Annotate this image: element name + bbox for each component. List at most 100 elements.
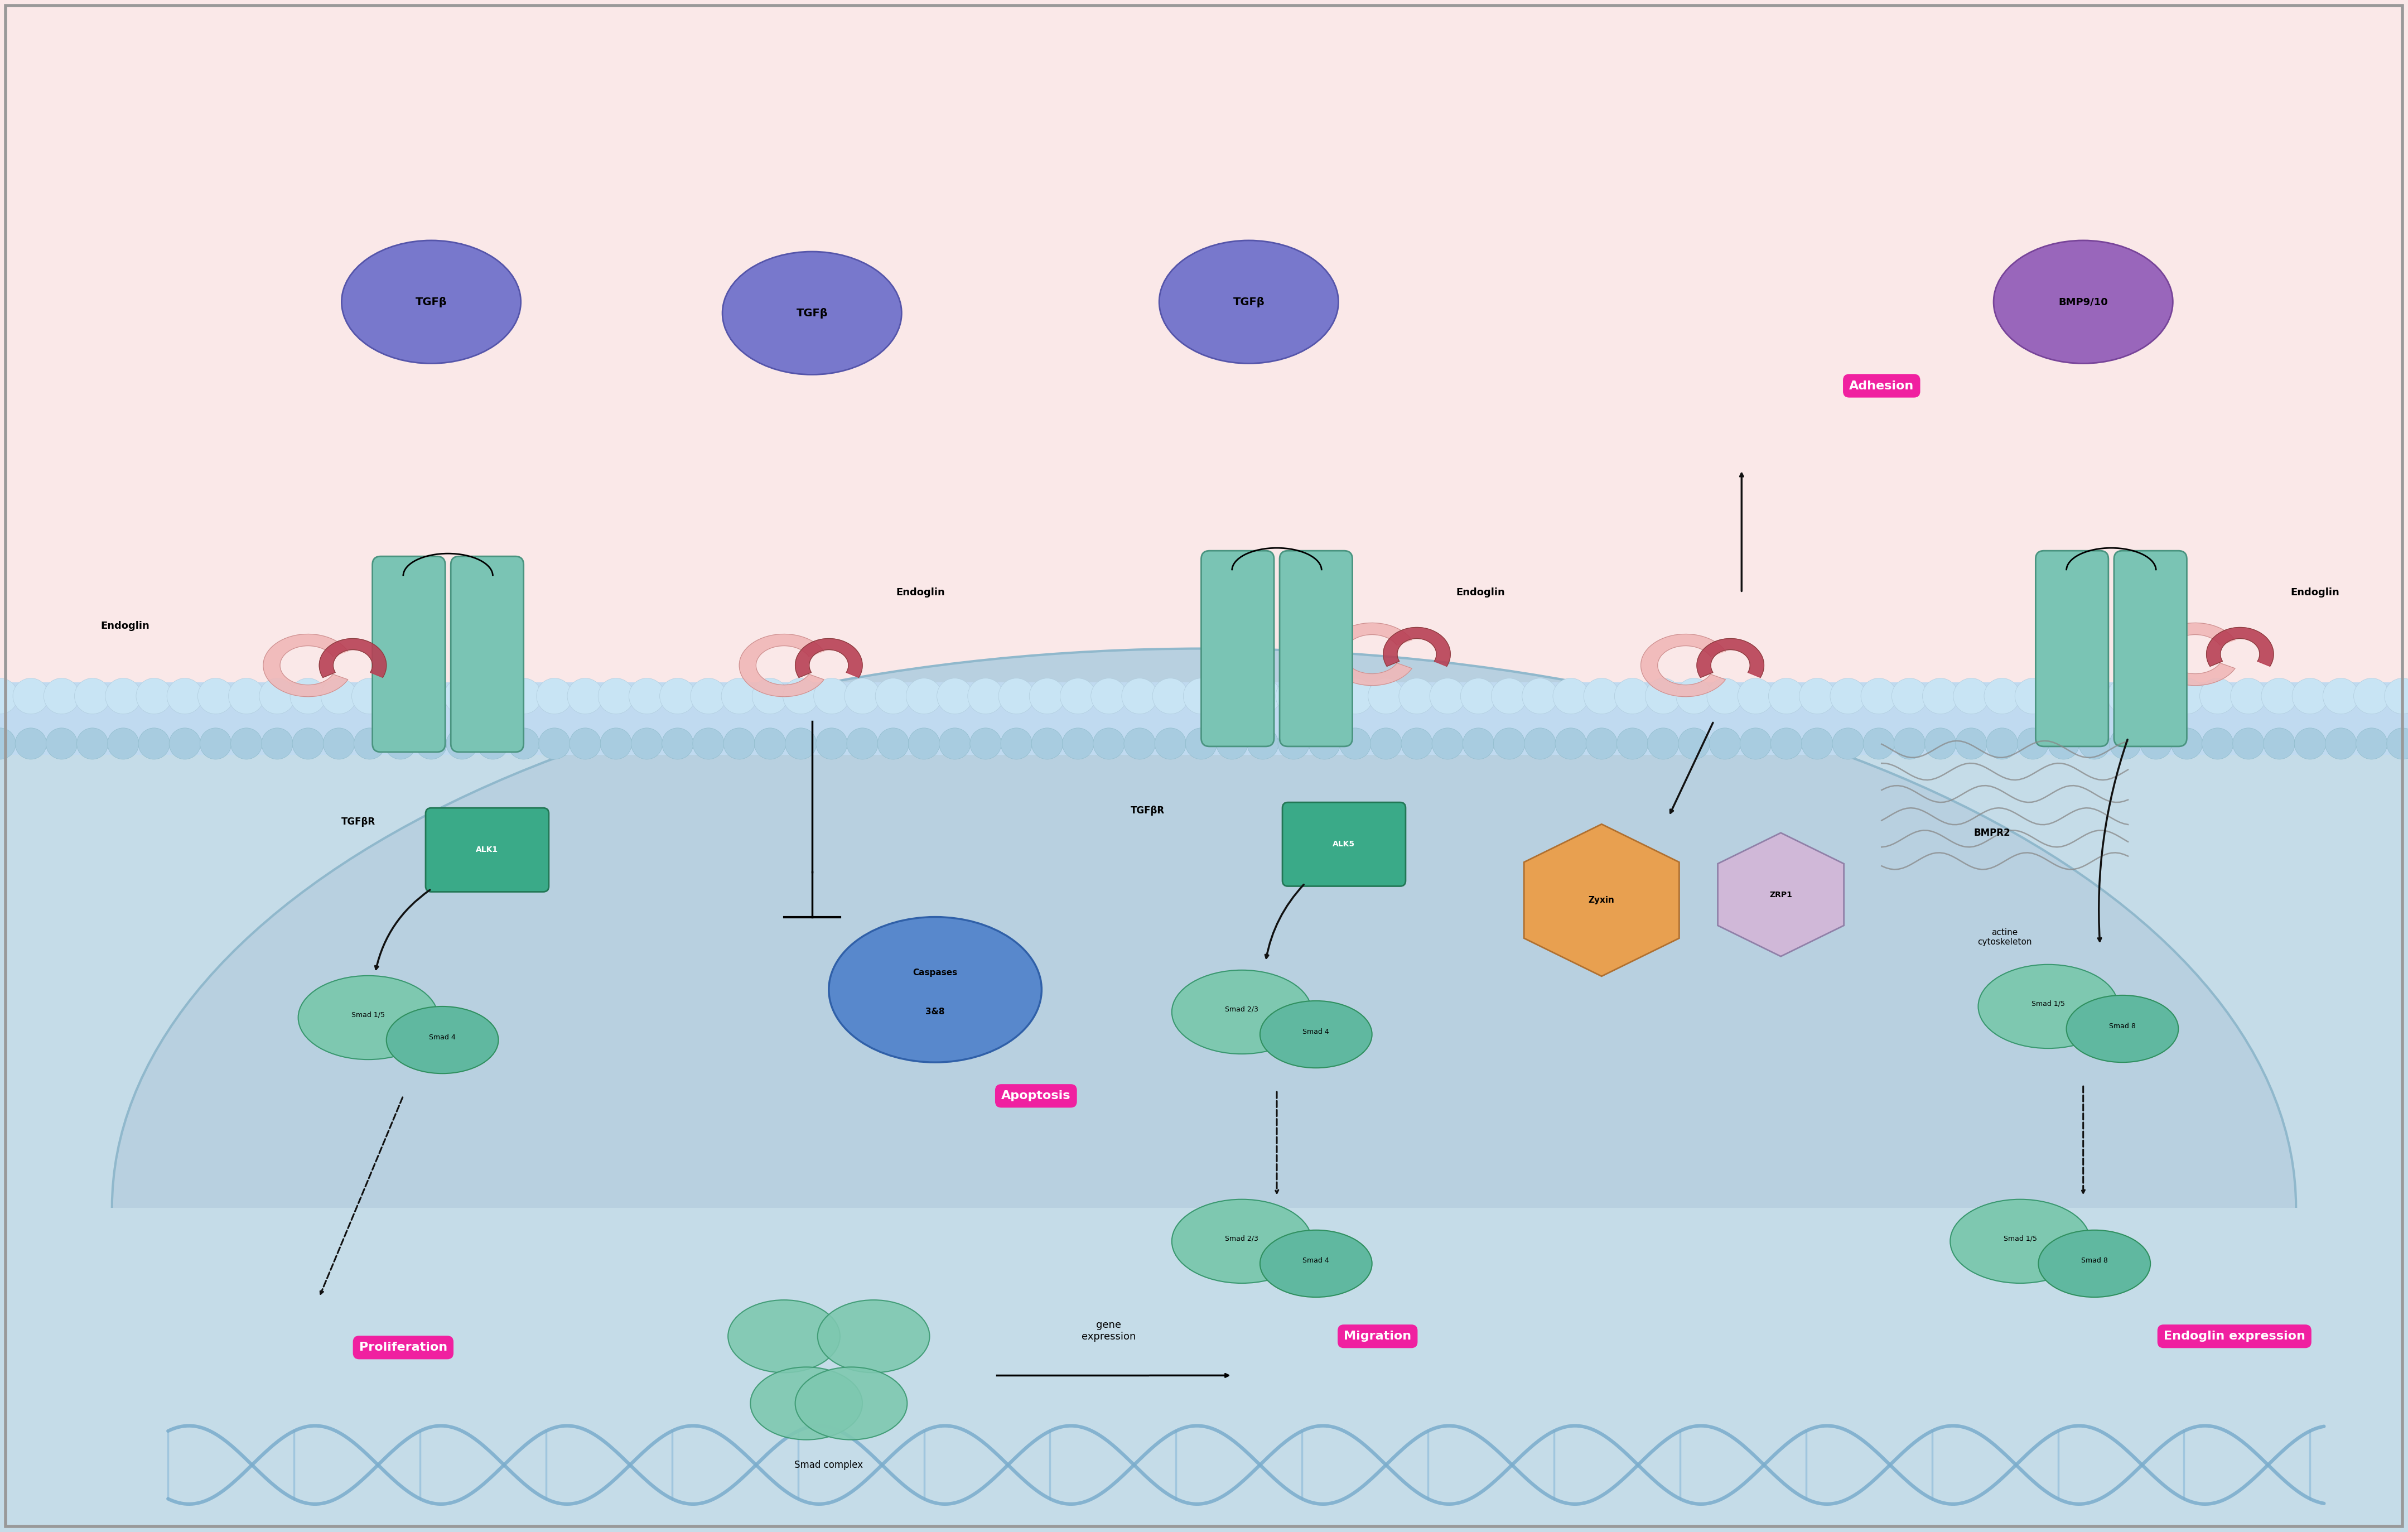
Circle shape (108, 728, 140, 760)
Circle shape (2170, 679, 2206, 714)
Circle shape (1741, 728, 1772, 760)
Polygon shape (0, 0, 2408, 722)
Circle shape (137, 679, 171, 714)
Polygon shape (1382, 627, 1450, 666)
Circle shape (908, 728, 939, 760)
Polygon shape (0, 1207, 2408, 1532)
Text: TGFβR: TGFβR (342, 817, 376, 827)
Circle shape (417, 728, 448, 760)
Circle shape (0, 679, 17, 714)
Circle shape (2076, 679, 2112, 714)
Text: Caspases: Caspases (913, 968, 958, 977)
Circle shape (477, 728, 508, 760)
Circle shape (2201, 728, 2232, 760)
Circle shape (414, 679, 450, 714)
Circle shape (939, 728, 970, 760)
Text: Endoglin: Endoglin (1457, 588, 1505, 597)
Circle shape (1953, 679, 1989, 714)
Circle shape (1613, 679, 1649, 714)
Ellipse shape (1259, 1000, 1373, 1068)
Text: Migration: Migration (1344, 1331, 1411, 1342)
Circle shape (1093, 728, 1125, 760)
Text: BMP9/10: BMP9/10 (2059, 297, 2107, 306)
Polygon shape (739, 634, 824, 697)
Ellipse shape (1173, 970, 1312, 1054)
Text: Smad 8: Smad 8 (2081, 1258, 2107, 1264)
Circle shape (571, 728, 602, 760)
Circle shape (1987, 728, 2018, 760)
Ellipse shape (2066, 996, 2179, 1062)
Circle shape (2232, 728, 2264, 760)
Text: gene
expression: gene expression (1081, 1321, 1137, 1342)
Text: Proliferation: Proliferation (359, 1342, 448, 1353)
Ellipse shape (342, 241, 520, 363)
Circle shape (970, 728, 1002, 760)
Circle shape (1028, 679, 1064, 714)
Circle shape (291, 728, 323, 760)
Circle shape (445, 728, 477, 760)
Circle shape (722, 679, 756, 714)
Text: Smad 1/5: Smad 1/5 (2032, 1000, 2066, 1007)
Circle shape (166, 679, 202, 714)
Text: Endoglin: Endoglin (896, 588, 944, 597)
Polygon shape (2150, 624, 2235, 685)
Circle shape (1491, 679, 1527, 714)
Circle shape (1801, 728, 1832, 760)
FancyBboxPatch shape (1202, 550, 1274, 746)
Circle shape (1710, 728, 1741, 760)
Circle shape (2078, 728, 2109, 760)
Circle shape (751, 679, 787, 714)
Circle shape (506, 679, 542, 714)
Circle shape (2261, 679, 2297, 714)
Circle shape (1247, 728, 1279, 760)
FancyBboxPatch shape (1279, 550, 1353, 746)
Polygon shape (0, 722, 2408, 1532)
Circle shape (874, 679, 910, 714)
Circle shape (1678, 728, 1710, 760)
Circle shape (43, 679, 79, 714)
Circle shape (845, 679, 881, 714)
Text: 3&8: 3&8 (925, 1008, 944, 1016)
Circle shape (1584, 679, 1621, 714)
Polygon shape (320, 639, 385, 677)
Ellipse shape (727, 1301, 840, 1373)
Circle shape (2138, 679, 2174, 714)
Polygon shape (1640, 634, 1727, 697)
Circle shape (1336, 679, 1373, 714)
Circle shape (785, 728, 816, 760)
Text: TGFβ: TGFβ (417, 297, 448, 308)
Circle shape (354, 728, 385, 760)
Circle shape (1430, 679, 1466, 714)
Circle shape (2199, 679, 2235, 714)
Circle shape (1922, 679, 1958, 714)
FancyBboxPatch shape (2114, 550, 2186, 746)
FancyBboxPatch shape (2035, 550, 2109, 746)
Circle shape (1399, 679, 1435, 714)
Text: ALK5: ALK5 (1332, 841, 1356, 849)
Circle shape (137, 728, 169, 760)
Circle shape (1767, 679, 1804, 714)
Text: Smad 1/5: Smad 1/5 (2003, 1235, 2037, 1242)
Ellipse shape (722, 251, 901, 375)
Circle shape (1370, 728, 1401, 760)
Circle shape (631, 728, 662, 760)
Circle shape (754, 728, 785, 760)
Circle shape (106, 679, 142, 714)
Circle shape (1276, 679, 1312, 714)
Circle shape (600, 728, 631, 760)
Text: ZRP1: ZRP1 (1770, 890, 1792, 898)
Circle shape (1245, 679, 1281, 714)
Circle shape (1895, 728, 1926, 760)
Text: TGFβ: TGFβ (797, 308, 828, 319)
Circle shape (1616, 728, 1647, 760)
Circle shape (169, 728, 200, 760)
Ellipse shape (1979, 965, 2119, 1048)
Circle shape (2172, 728, 2203, 760)
Circle shape (2386, 728, 2408, 760)
Circle shape (1308, 679, 1341, 714)
Circle shape (1462, 679, 1495, 714)
Circle shape (662, 728, 694, 760)
Circle shape (1924, 728, 1955, 760)
FancyBboxPatch shape (426, 807, 549, 892)
Ellipse shape (828, 918, 1043, 1062)
